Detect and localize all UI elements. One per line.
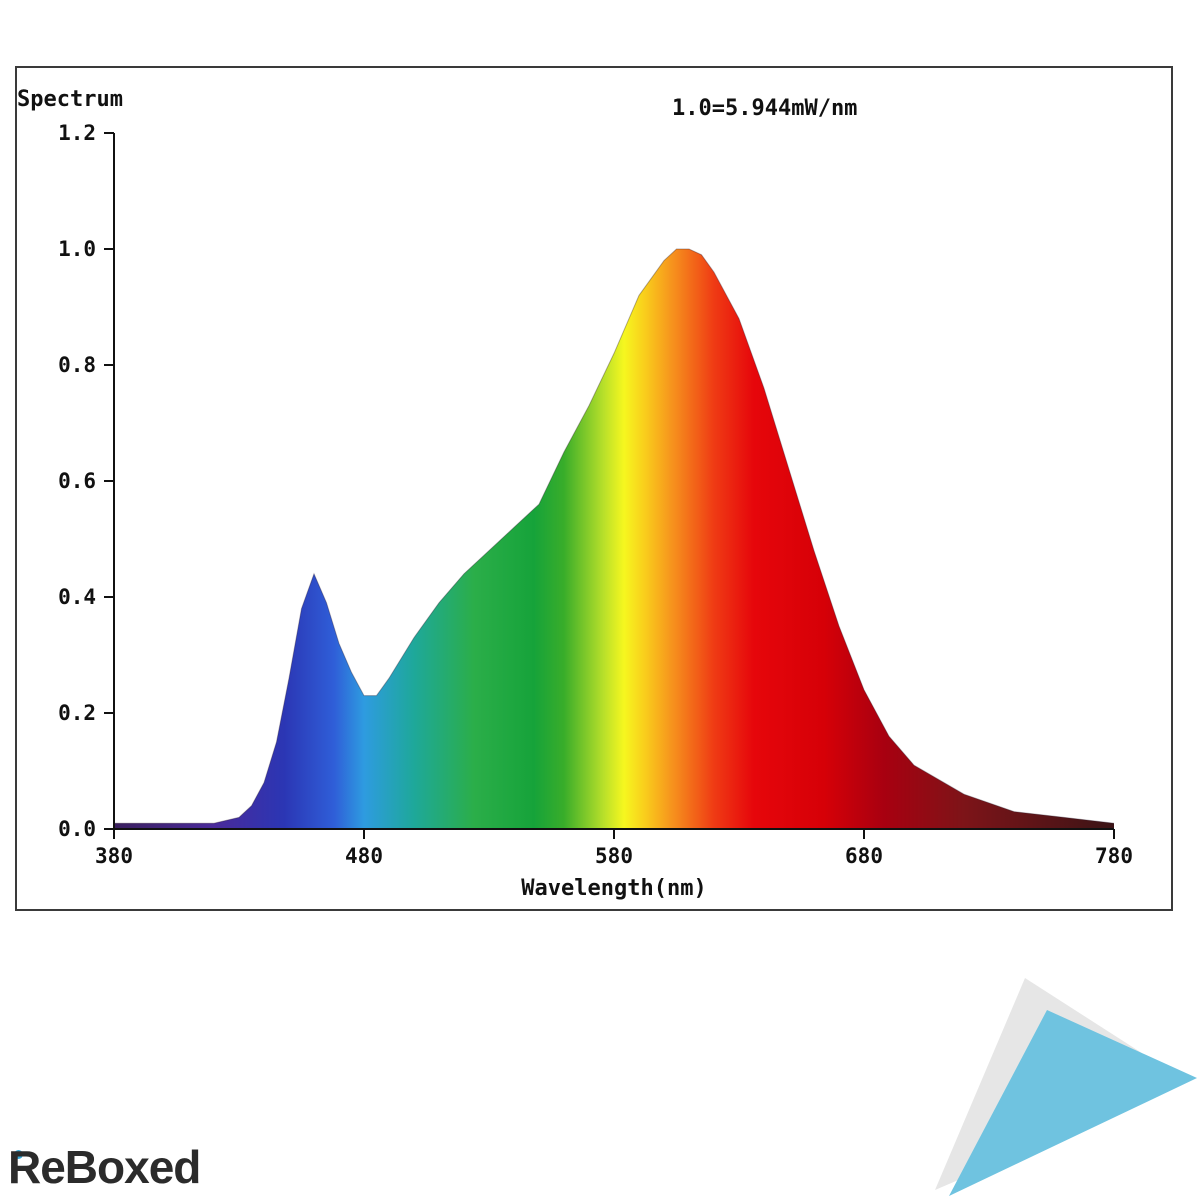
y-tick-label: 0.8 (58, 353, 96, 377)
chart-frame: 0.0 0.2 0.4 0.6 0.8 1.0 1.2 380 480 580 680 780 Spe… (15, 66, 1173, 911)
x-tick-label: 380 (95, 844, 133, 868)
y-tick-label: 1.0 (58, 237, 96, 261)
y-tick-label: 0.2 (58, 701, 96, 725)
x-tick-label: 680 (845, 844, 883, 868)
x-tick-label: 580 (595, 844, 633, 868)
spectrum-area (114, 249, 1114, 829)
chart-subtitle: 1.0=5.944mW/nm (672, 96, 857, 121)
spectrum-chart: 0.0 0.2 0.4 0.6 0.8 1.0 1.2 380 480 580 680 780 Spe… (17, 87, 1133, 901)
chart-title: Spectrum (17, 87, 123, 112)
x-tick-label: 780 (1095, 844, 1133, 868)
y-tick-label: 0.6 (58, 469, 96, 493)
y-tick-label: 0.4 (58, 585, 96, 609)
spectrum-outline (114, 248, 1115, 824)
x-tick-label: 480 (345, 844, 383, 868)
logo-dot (14, 1150, 23, 1159)
page-curl-icon (935, 978, 1197, 1196)
x-axis-label: Wavelength(nm) (521, 876, 706, 901)
y-tick-label: 1.2 (58, 121, 96, 145)
reboxed-logo: ReBoxed (8, 1141, 201, 1193)
y-tick-label: 0.0 (58, 817, 96, 841)
